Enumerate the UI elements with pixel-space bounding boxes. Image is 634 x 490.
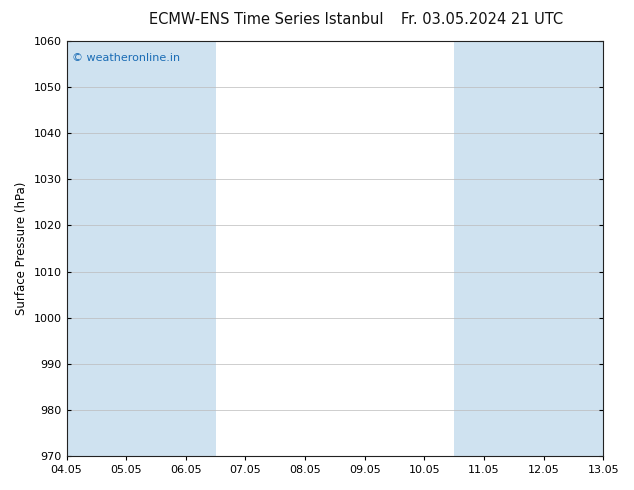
- Bar: [96, 41, 156, 456]
- Bar: [156, 41, 216, 456]
- Bar: [573, 41, 603, 456]
- Bar: [67, 41, 96, 456]
- Bar: [454, 41, 514, 456]
- Text: ECMW-ENS Time Series Istanbul: ECMW-ENS Time Series Istanbul: [149, 12, 384, 27]
- Text: © weatheronline.in: © weatheronline.in: [72, 53, 180, 64]
- Text: Fr. 03.05.2024 21 UTC: Fr. 03.05.2024 21 UTC: [401, 12, 563, 27]
- Bar: [514, 41, 573, 456]
- Y-axis label: Surface Pressure (hPa): Surface Pressure (hPa): [15, 182, 28, 315]
